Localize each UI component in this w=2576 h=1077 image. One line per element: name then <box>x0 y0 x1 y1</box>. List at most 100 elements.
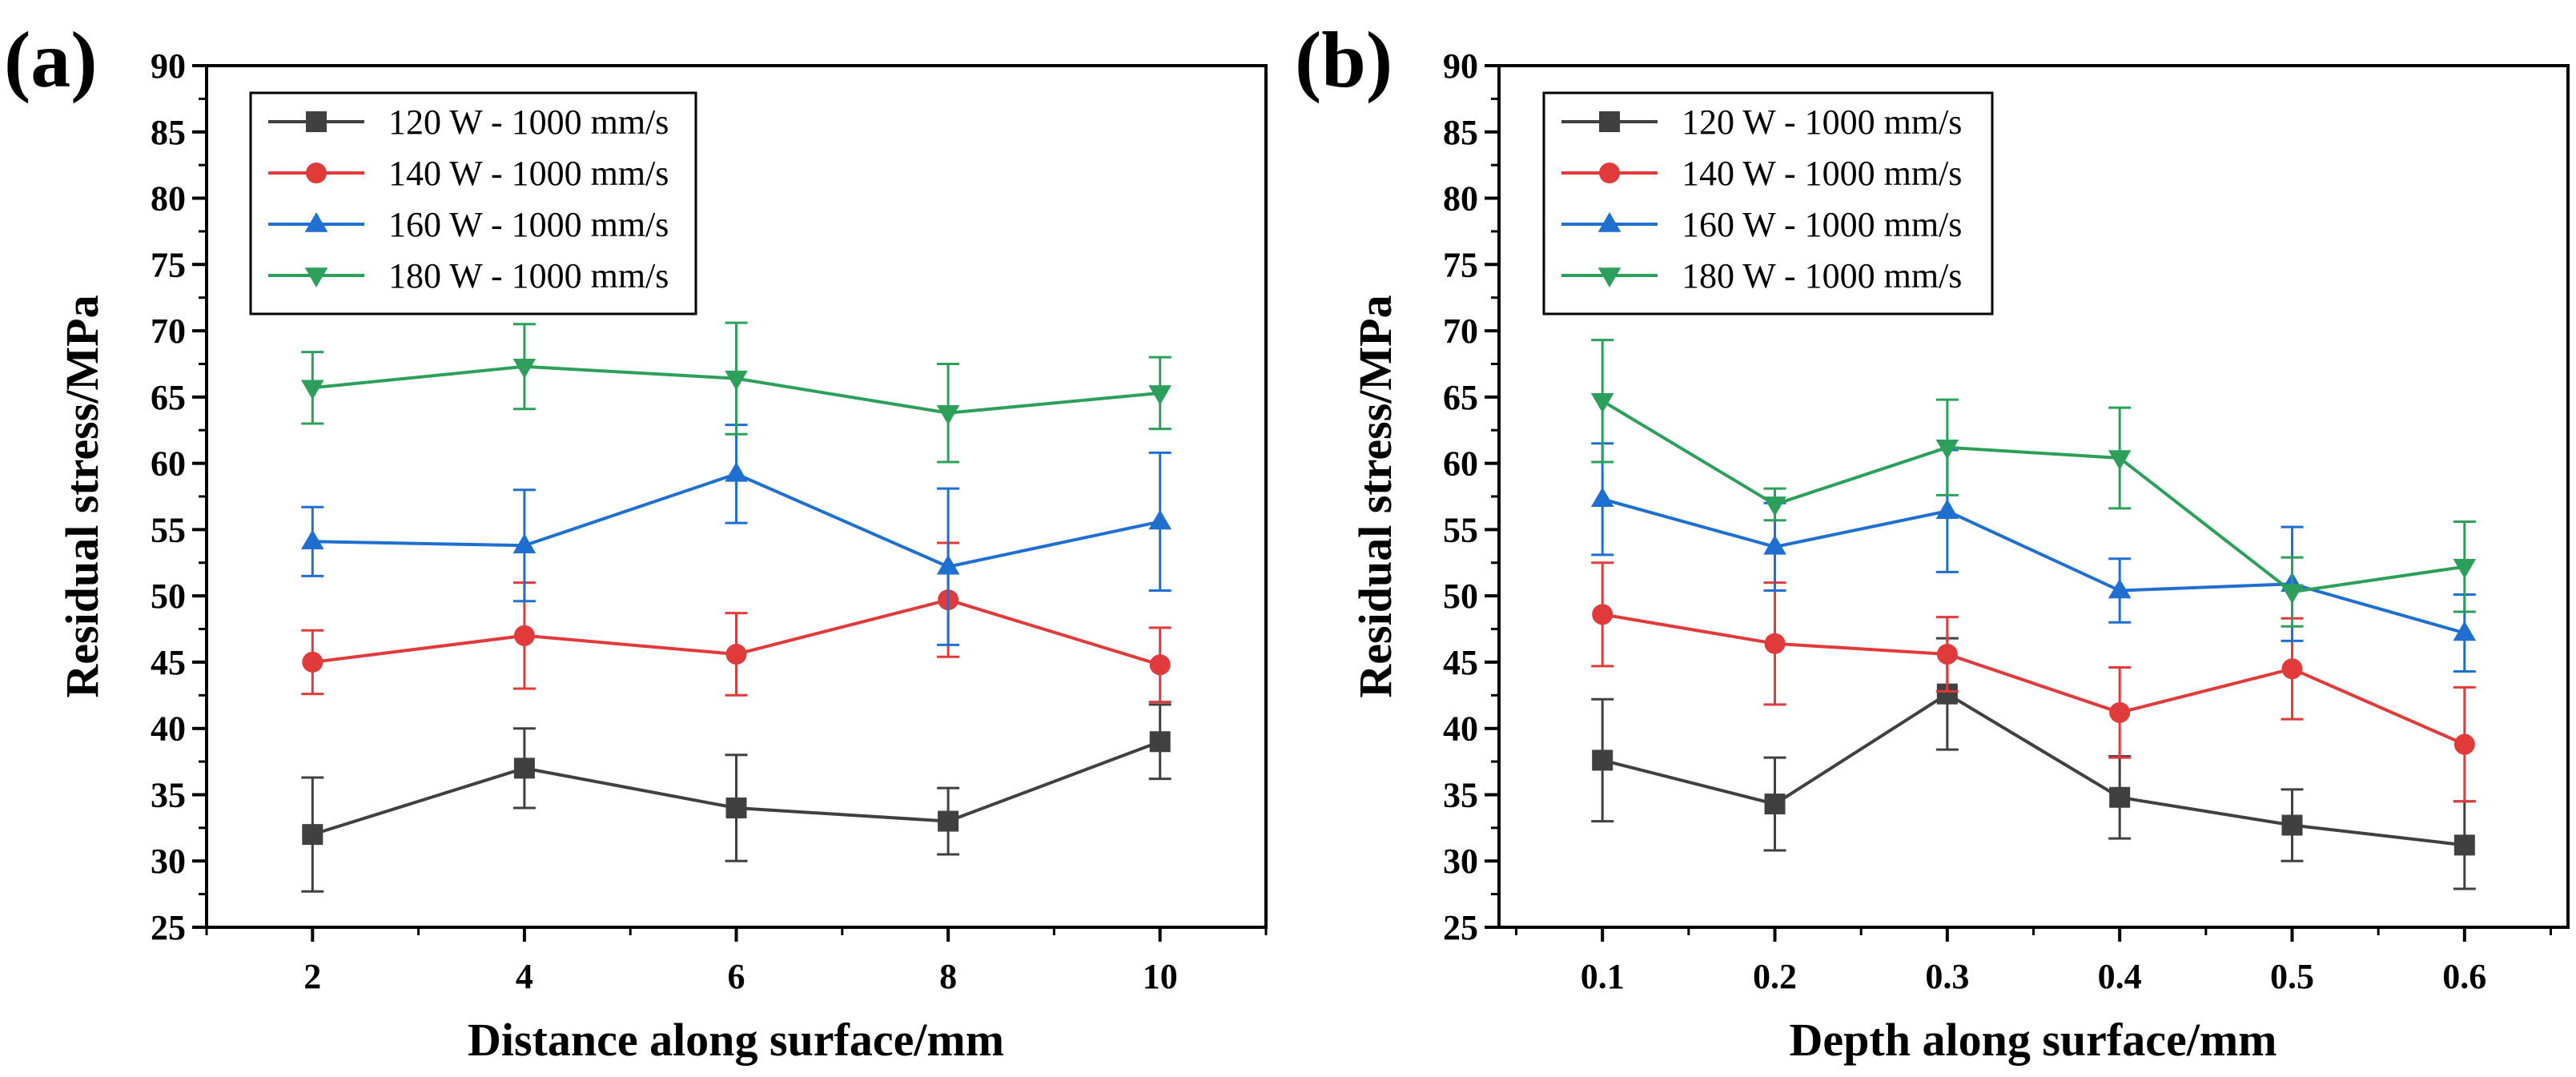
y-tick-label: 55 <box>1443 510 1478 549</box>
legend-marker <box>306 163 327 183</box>
series-line <box>1601 497 2465 635</box>
series-layer-a <box>301 321 1171 893</box>
x-tick-label: 0.2 <box>1753 957 1797 996</box>
y-tick-label: 40 <box>1443 709 1478 749</box>
data-point <box>1148 385 1171 405</box>
y-tick-label: 45 <box>151 643 186 682</box>
data-point <box>302 824 324 846</box>
data-point <box>2453 558 2477 579</box>
y-tick-label: 90 <box>151 46 186 86</box>
legend-label: 180 W - 1000 mm/s <box>1682 256 1962 295</box>
y-axis-title-b: Residual stress/MPa <box>1349 295 1401 697</box>
legend-marker <box>306 111 327 132</box>
series-line <box>1601 613 2465 746</box>
y-axis-a: 25 30 35 40 45 50 55 60 65 70 75 80 85 90 <box>151 46 207 947</box>
y-tick-label: 70 <box>151 311 186 351</box>
x-tick-label: 8 <box>939 957 957 996</box>
legend-marker <box>1599 163 1620 183</box>
series-4-b <box>1590 339 2477 628</box>
data-point <box>1590 487 1614 508</box>
data-point <box>2281 658 2303 680</box>
data-point <box>2453 733 2475 755</box>
x-tick-label: 6 <box>728 957 745 996</box>
y-tick-label: 65 <box>151 378 186 417</box>
data-point <box>2109 786 2131 808</box>
series-layer-b <box>1590 339 2477 890</box>
data-point <box>513 625 535 646</box>
data-point <box>1764 794 1786 815</box>
legend-entries-b: 120 W - 1000 mm/s 140 W - 1000 mm/s 160 W … <box>1561 102 1962 295</box>
data-point <box>513 758 535 779</box>
data-point <box>1936 643 1958 665</box>
data-point <box>301 380 324 400</box>
legend-item: 160 W - 1000 mm/s <box>1561 205 1962 244</box>
data-point <box>1935 499 1959 519</box>
data-point <box>725 461 748 482</box>
x-tick-label: 0.6 <box>2442 957 2486 996</box>
y-tick-label: 25 <box>1443 908 1478 947</box>
data-point <box>512 359 536 379</box>
legend-item: 120 W - 1000 mm/s <box>268 102 669 142</box>
panel-label-a: (a) <box>4 15 98 104</box>
y-tick-label: 35 <box>1443 775 1478 814</box>
data-point <box>2453 621 2477 641</box>
data-point <box>302 651 324 673</box>
y-tick-label: 75 <box>151 245 186 284</box>
data-point <box>1935 440 1959 460</box>
legend-a: 120 W - 1000 mm/s 140 W - 1000 mm/s 160 W … <box>249 91 697 315</box>
data-point <box>1590 393 1614 413</box>
data-point <box>512 533 536 553</box>
data-point <box>2109 701 2131 723</box>
y-tick-label: 45 <box>1443 643 1478 682</box>
data-point <box>1592 749 1614 771</box>
data-point <box>2281 584 2304 605</box>
x-axis-title-a: Distance along surface/mm <box>468 1014 1004 1066</box>
legend-item: 160 W - 1000 mm/s <box>268 205 669 244</box>
series-4-a <box>301 321 1171 464</box>
x-tick-label: 0.3 <box>1925 957 1969 996</box>
x-tick-label: 2 <box>303 957 321 996</box>
y-tick-label: 90 <box>1443 46 1478 86</box>
data-point <box>1764 633 1786 654</box>
data-point <box>2108 578 2132 599</box>
y-tick-label: 35 <box>151 775 186 814</box>
data-point <box>1148 509 1171 530</box>
legend-marker <box>1597 267 1622 287</box>
series-2-b <box>1591 561 2476 803</box>
y-tick-label: 50 <box>151 577 186 616</box>
legend-item: 140 W - 1000 mm/s <box>268 154 669 193</box>
series-2-a <box>301 541 1171 704</box>
data-point <box>301 529 324 550</box>
data-point <box>936 404 960 425</box>
data-point <box>725 643 747 665</box>
y-tick-label: 60 <box>1443 444 1478 484</box>
x-tick-label: 0.4 <box>2098 957 2142 996</box>
series-3-a <box>301 424 1171 646</box>
data-point <box>725 370 748 391</box>
data-point <box>1763 496 1786 516</box>
data-point <box>2108 450 2132 470</box>
series-1-b <box>1591 637 2476 890</box>
x-axis-b: 0.1 0.2 0.3 0.4 0.5 0.6 <box>1515 927 2552 996</box>
data-point <box>1149 731 1171 753</box>
legend-label: 160 W - 1000 mm/s <box>388 205 669 244</box>
x-tick-label: 4 <box>516 957 533 996</box>
x-axis-a: 2 4 6 8 10 <box>205 927 1268 996</box>
y-tick-label: 70 <box>1443 311 1478 351</box>
y-tick-label: 25 <box>151 908 186 947</box>
legend-label: 140 W - 1000 mm/s <box>388 154 669 193</box>
y-tick-label: 80 <box>1443 179 1478 219</box>
x-tick-label: 10 <box>1143 957 1178 996</box>
y-tick-label: 30 <box>1443 842 1478 881</box>
data-point <box>938 810 959 832</box>
y-tick-label: 65 <box>1443 378 1478 417</box>
y-tick-label: 85 <box>151 113 186 152</box>
legend-item: 180 W - 1000 mm/s <box>1561 256 1962 295</box>
data-point <box>2281 814 2303 836</box>
series-3-b <box>1590 442 2477 673</box>
legend-marker <box>1599 111 1620 132</box>
legend-label: 140 W - 1000 mm/s <box>1682 154 1962 193</box>
data-point <box>1763 534 1786 555</box>
